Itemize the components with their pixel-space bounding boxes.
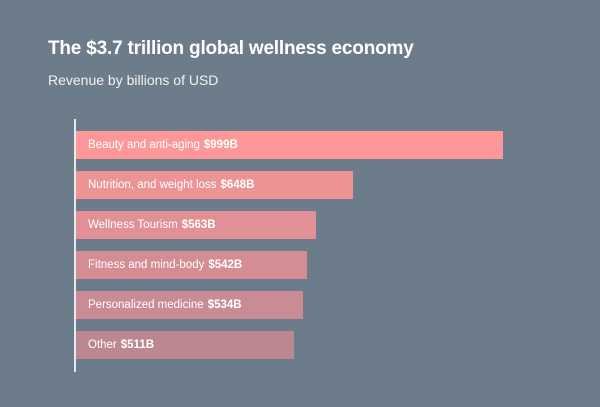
bar-value: $648B bbox=[220, 179, 255, 191]
bar-value: $999B bbox=[203, 139, 238, 151]
bar-value: $542B bbox=[208, 259, 243, 271]
bar-nutrition: Nutrition, and weight loss $648B bbox=[76, 171, 353, 199]
chart-subtitle: Revenue by billions of USD bbox=[48, 72, 219, 88]
bar-label: Wellness Tourism bbox=[88, 219, 178, 231]
bar-wellness-tourism: Wellness Tourism $563B bbox=[76, 211, 316, 239]
bar-value: $563B bbox=[181, 219, 216, 231]
bar-value: $511B bbox=[120, 339, 155, 351]
bar-label: Fitness and mind-body bbox=[88, 259, 205, 271]
bar-label: Nutrition, and weight loss bbox=[88, 179, 217, 191]
bar-fitness: Fitness and mind-body $542B bbox=[76, 251, 307, 279]
bar-personalized-medicine: Personalized medicine $534B bbox=[76, 291, 303, 319]
bar-label: Beauty and anti-aging bbox=[88, 139, 200, 151]
bar-label: Personalized medicine bbox=[88, 299, 204, 311]
chart-title: The $3.7 trillion global wellness econom… bbox=[48, 38, 414, 59]
bar-other: Other $511B bbox=[76, 331, 294, 359]
y-axis-line bbox=[74, 119, 76, 372]
bar-beauty: Beauty and anti-aging $999B bbox=[76, 131, 503, 159]
bar-value: $534B bbox=[207, 299, 242, 311]
bar-label: Other bbox=[88, 339, 117, 351]
